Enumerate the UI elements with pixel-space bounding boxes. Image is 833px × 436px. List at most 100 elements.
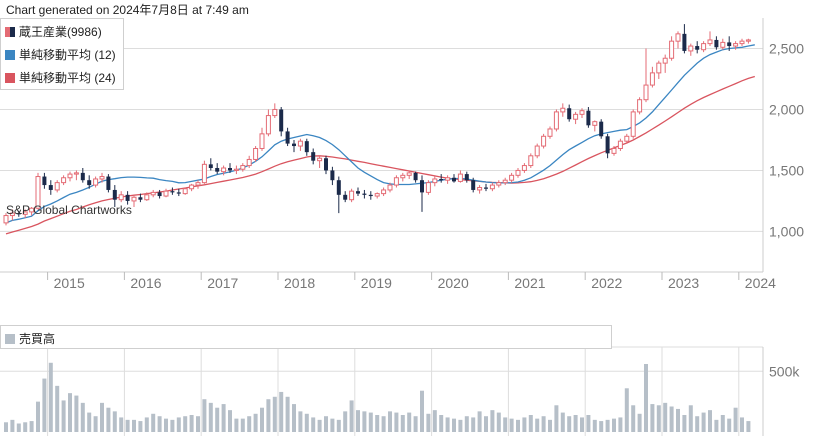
candle-body-down	[567, 108, 572, 120]
volume-bar	[151, 413, 156, 432]
volume-bar	[221, 404, 226, 432]
volume-bar	[656, 405, 661, 432]
candle-body-up	[201, 163, 207, 184]
volume-bar	[701, 412, 706, 432]
candle-body-up	[643, 84, 649, 101]
candle-body-up	[739, 40, 745, 45]
candle-body-up	[3, 215, 9, 224]
volume-bar	[196, 416, 200, 432]
candle-body-up	[573, 113, 579, 120]
volume-bar	[560, 412, 565, 432]
year-tick-label: 2022	[591, 275, 622, 291]
candle-body-up	[521, 165, 527, 171]
candle-body-up	[381, 189, 387, 195]
candle-body-down	[336, 180, 341, 195]
volume-bar	[343, 411, 348, 432]
volume-bar	[573, 415, 578, 432]
candle-body-up	[745, 39, 751, 42]
candle-body-up	[432, 178, 438, 184]
year-tick-label: 2015	[54, 275, 85, 291]
candle-body-down	[343, 194, 348, 200]
candle-body-up	[246, 158, 252, 167]
legend-label-stock: 蔵王産業(9986)	[19, 25, 102, 39]
candle-body-down	[106, 176, 111, 190]
volume-bar	[381, 416, 386, 432]
volume-bar	[29, 421, 34, 432]
candle-body-down	[16, 213, 21, 215]
volume-bar	[669, 406, 674, 432]
volume-bar	[682, 415, 687, 432]
candle-body-up	[67, 173, 73, 179]
candle-body-up	[553, 111, 559, 130]
volume-bar	[471, 417, 476, 432]
volume-bar	[170, 419, 175, 432]
candle-body-down	[285, 131, 290, 144]
volume-bar	[599, 421, 604, 432]
candle-body-up	[400, 174, 406, 179]
legend-item-stock: 蔵王産業(9986)	[5, 23, 102, 40]
volume-bar	[285, 396, 290, 432]
candle-body-up	[317, 157, 323, 162]
candle-body-up	[163, 190, 169, 197]
volume-bar	[464, 416, 469, 432]
candle-body-up	[656, 62, 662, 74]
candle-body-up	[496, 182, 502, 186]
volume-bar	[612, 418, 616, 432]
candle-body-down	[176, 192, 181, 194]
candle-body-up	[22, 211, 28, 215]
volume-y-axis: 500k	[762, 347, 800, 436]
volume-bar	[208, 402, 213, 432]
volume-bar	[157, 416, 162, 432]
price-y-axis: 1,000 1,500 2,000 2,500	[0, 18, 804, 273]
price-tick-label: 2,000	[769, 101, 804, 117]
volume-bar	[215, 407, 220, 432]
candle-body-up	[73, 172, 79, 175]
price-tick-label: 1,500	[769, 162, 804, 178]
volume-bar	[260, 407, 264, 432]
volume-bar	[420, 390, 424, 432]
volume-bar	[503, 417, 508, 432]
volume-bar	[541, 416, 546, 432]
candle-body-up	[720, 41, 726, 48]
legend-label-ma24: 単純移動平均 (24)	[19, 71, 116, 85]
ma12-swatch-icon	[5, 50, 15, 60]
ma24-line	[5, 75, 755, 235]
candle-body-up	[265, 115, 271, 135]
candle-body-up	[579, 110, 585, 115]
candle-body-up	[221, 167, 227, 173]
candle-body-up	[445, 177, 451, 181]
candle-body-down	[42, 176, 47, 186]
candle-body-up	[406, 172, 412, 176]
candle-body-up	[425, 182, 431, 193]
candle-body-down	[138, 197, 143, 200]
volume-bar	[119, 417, 124, 432]
candle-body-down	[208, 164, 213, 168]
volume-bar	[631, 405, 636, 432]
candle-body-up	[528, 155, 534, 167]
candle-body-up	[189, 184, 195, 190]
candle-body-down	[112, 189, 117, 200]
candle-body-down	[484, 187, 488, 189]
volume-bar	[592, 419, 597, 432]
candle-body-down	[304, 141, 309, 153]
candle-body-down	[464, 174, 469, 181]
volume-bar	[535, 418, 540, 432]
candle-body-up	[259, 133, 265, 149]
legend-item-ma24: 単純移動平均 (24)	[5, 69, 116, 86]
candle-body-up	[502, 179, 508, 184]
candle-body-down	[599, 121, 604, 137]
candle-body-down	[727, 42, 732, 47]
volume-bar	[528, 415, 533, 432]
volume-bar	[426, 413, 431, 432]
volume-bar	[311, 417, 316, 432]
volume-bar	[567, 416, 572, 432]
volume-bar	[4, 422, 8, 432]
candle-body-up	[150, 191, 156, 196]
volume-bar	[68, 393, 72, 432]
volume-bar	[292, 404, 296, 432]
volume-bar	[228, 410, 232, 432]
volume-bar	[362, 411, 367, 432]
volume-bar	[445, 417, 450, 432]
candle-body-up	[617, 140, 623, 149]
